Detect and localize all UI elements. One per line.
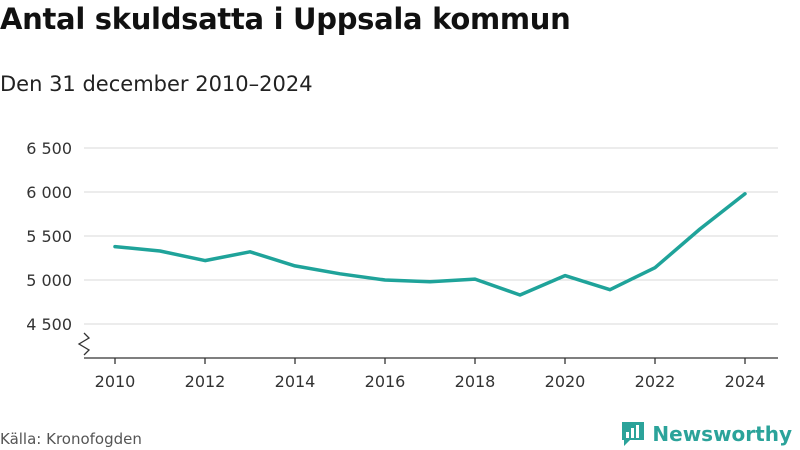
bar-chart-logo-icon [622, 422, 645, 446]
axis-break-icon [77, 332, 91, 356]
brand: Newsworthy [620, 420, 792, 448]
y-tick-label: 5 000 [26, 271, 72, 290]
x-tick-label: 2014 [275, 372, 316, 391]
x-tick-label: 2022 [635, 372, 676, 391]
x-tick-label: 2020 [545, 372, 586, 391]
source-note: Källa: Kronofogden [0, 430, 142, 448]
y-tick-label: 6 000 [26, 183, 72, 202]
chart-title: Antal skuldsatta i Uppsala kommun [0, 2, 571, 36]
y-tick-label: 4 500 [26, 315, 72, 334]
series-layer [113, 192, 747, 297]
x-axis: 2010 2012 2014 2016 2018 2020 2022 2024 [84, 357, 778, 391]
y-axis-ticks: 4 500 5 000 5 500 6 000 6 500 [26, 139, 72, 334]
chart-subtitle: Den 31 december 2010–2024 [0, 72, 313, 96]
brand-name: Newsworthy [652, 422, 792, 446]
y-tick-label: 6 500 [26, 139, 72, 158]
x-tick-label: 2016 [365, 372, 406, 391]
x-tick-label: 2024 [725, 372, 766, 391]
x-tick-label: 2010 [95, 372, 136, 391]
x-tick-label: 2018 [455, 372, 496, 391]
grid-lines [84, 147, 778, 325]
y-tick-label: 5 500 [26, 227, 72, 246]
series-line [113, 192, 747, 297]
x-tick-label: 2012 [185, 372, 226, 391]
axis-break-zigzag [77, 332, 91, 356]
